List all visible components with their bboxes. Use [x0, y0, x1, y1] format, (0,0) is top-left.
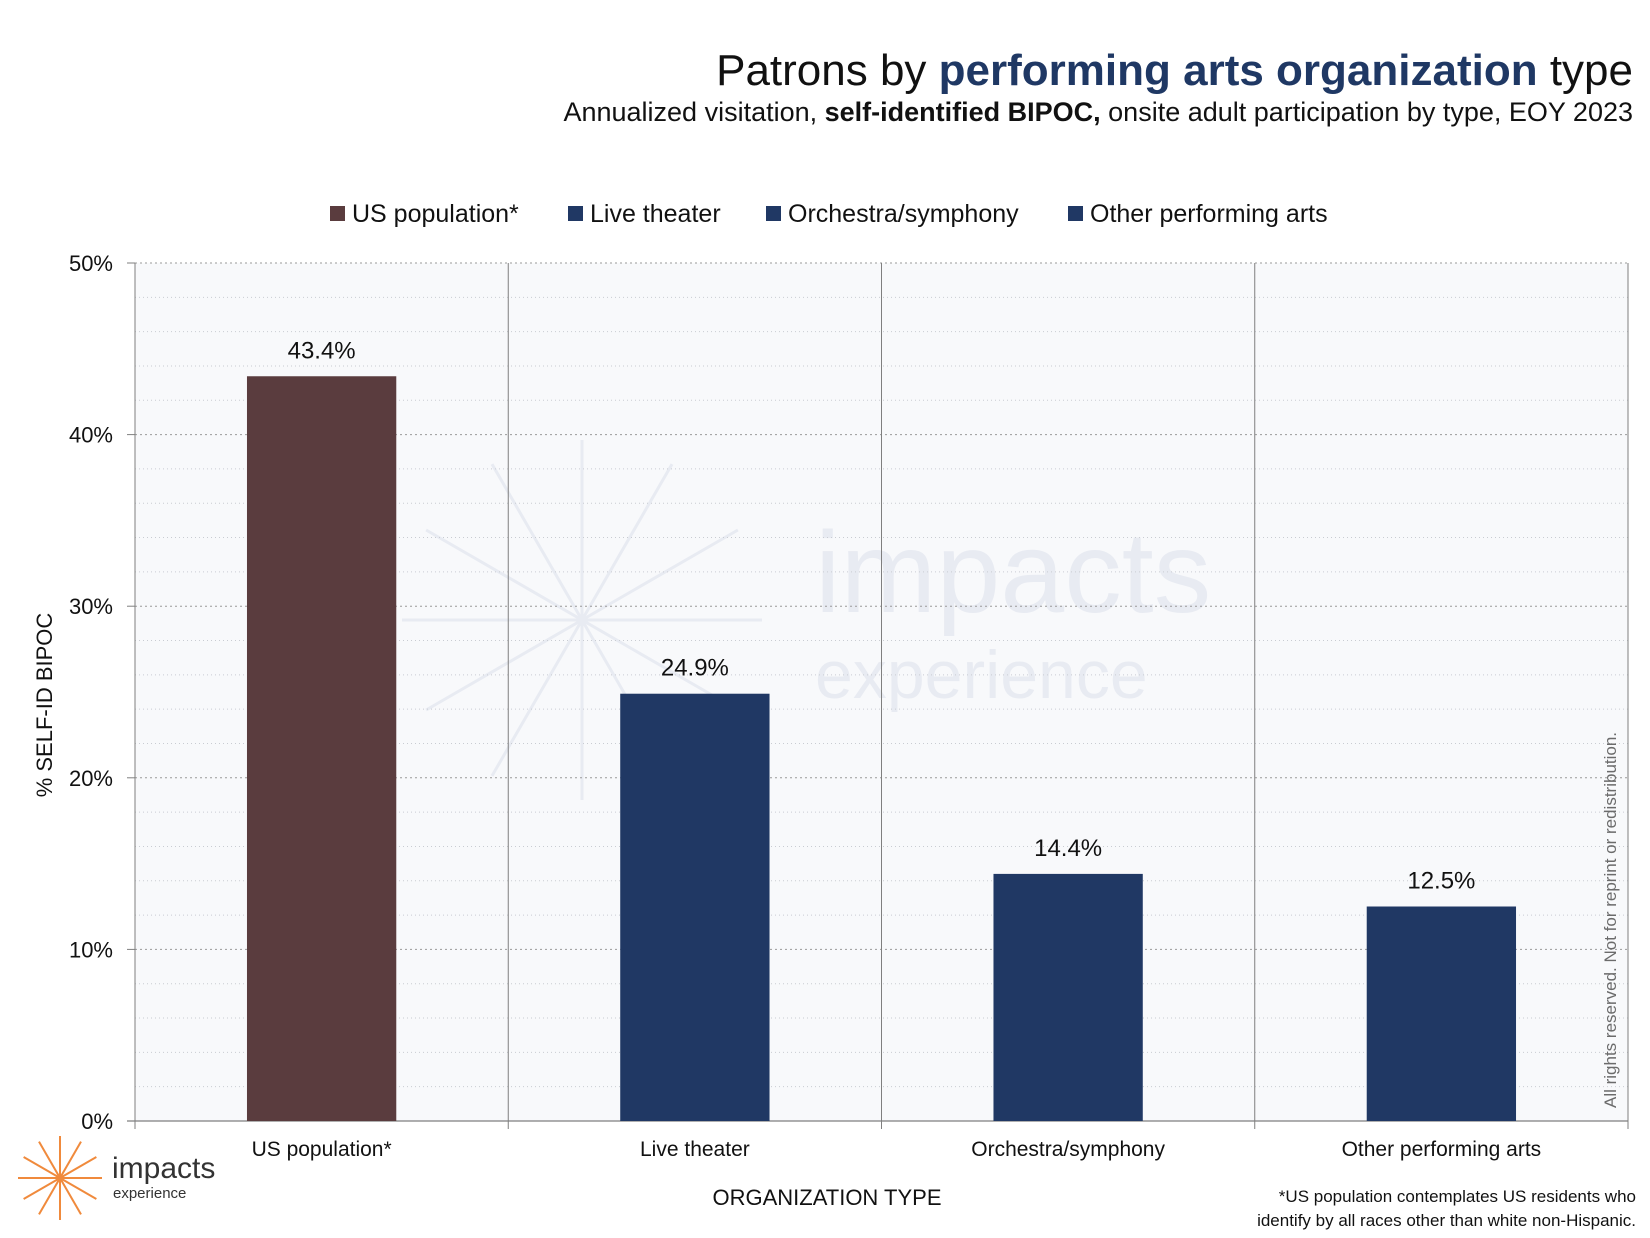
watermark-name: impacts	[815, 509, 1211, 637]
title-suffix: type	[1538, 46, 1633, 95]
logo-sub: experience	[113, 1185, 186, 1202]
data-labels: 43.4% 24.9% 14.4% 12.5%	[288, 337, 1476, 894]
data-label: 14.4%	[1034, 835, 1102, 862]
footnote-line-1: *US population contemplates US residents…	[1279, 1187, 1636, 1206]
chart-subtitle: Annualized visitation, self-identified B…	[563, 97, 1633, 127]
legend-swatch	[766, 206, 781, 221]
starburst-icon	[18, 1136, 102, 1220]
category-separators	[507, 263, 1629, 1121]
title-highlight: performing arts organization	[939, 46, 1538, 95]
x-tick-label: Orchestra/symphony	[971, 1138, 1165, 1161]
y-axis-title: % SELF-ID BIPOC	[32, 613, 57, 798]
legend-item: US population*	[330, 200, 519, 228]
y-tick-label: 50%	[69, 251, 113, 276]
y-tick-label: 30%	[69, 594, 113, 619]
legend: US population* Live theater Orchestra/symp…	[330, 200, 1328, 228]
x-tick-label: US population*	[252, 1138, 392, 1161]
footnote-line-2: identify by all races other than white n…	[1257, 1211, 1636, 1230]
legend-swatch	[568, 206, 583, 221]
logo-name: impacts	[112, 1152, 215, 1185]
legend-label: Other performing arts	[1090, 200, 1328, 228]
data-label: 43.4%	[288, 337, 356, 364]
data-label: 24.9%	[661, 655, 729, 682]
bar	[620, 693, 770, 1121]
y-tick-label: 0%	[81, 1109, 113, 1134]
bar	[1366, 906, 1517, 1121]
x-tick-labels: US population* Live theater Orchestra/symp…	[252, 1138, 1542, 1161]
x-axis-title: ORGANIZATION TYPE	[713, 1185, 942, 1210]
y-tick-label: 10%	[69, 937, 113, 962]
watermark-sub: experience	[815, 637, 1148, 713]
legend-item: Live theater	[568, 200, 721, 228]
x-tick-label: Other performing arts	[1342, 1138, 1542, 1161]
legend-swatch	[330, 206, 345, 221]
bar	[246, 376, 397, 1122]
legend-swatch	[1068, 206, 1083, 221]
legend-label: Orchestra/symphony	[788, 200, 1019, 228]
subtitle-suffix: onsite adult participation by type, EOY …	[1101, 97, 1633, 127]
y-tick-label: 40%	[69, 423, 113, 448]
legend-item: Other performing arts	[1068, 200, 1328, 228]
data-label: 12.5%	[1407, 868, 1475, 895]
legend-label: Live theater	[590, 200, 721, 228]
subtitle-bold: self-identified BIPOC,	[825, 97, 1101, 127]
bars	[246, 376, 1517, 1122]
subtitle-prefix: Annualized visitation,	[563, 97, 824, 127]
title-prefix: Patrons by	[716, 46, 939, 95]
x-tick-label: Live theater	[640, 1138, 750, 1161]
chart-title: Patrons by performing arts organization …	[716, 46, 1633, 95]
y-tick-label: 20%	[69, 766, 113, 791]
logo: impacts experience	[18, 1136, 215, 1220]
legend-item: Orchestra/symphony	[766, 200, 1019, 228]
bar	[993, 873, 1143, 1121]
watermark-starburst-icon	[402, 440, 762, 800]
y-tick-labels: 0% 10% 20% 30% 40% 50%	[69, 251, 113, 1134]
rights-notice: All rights reserved. Not for reprint or …	[1601, 732, 1620, 1108]
legend-label: US population*	[352, 200, 519, 228]
